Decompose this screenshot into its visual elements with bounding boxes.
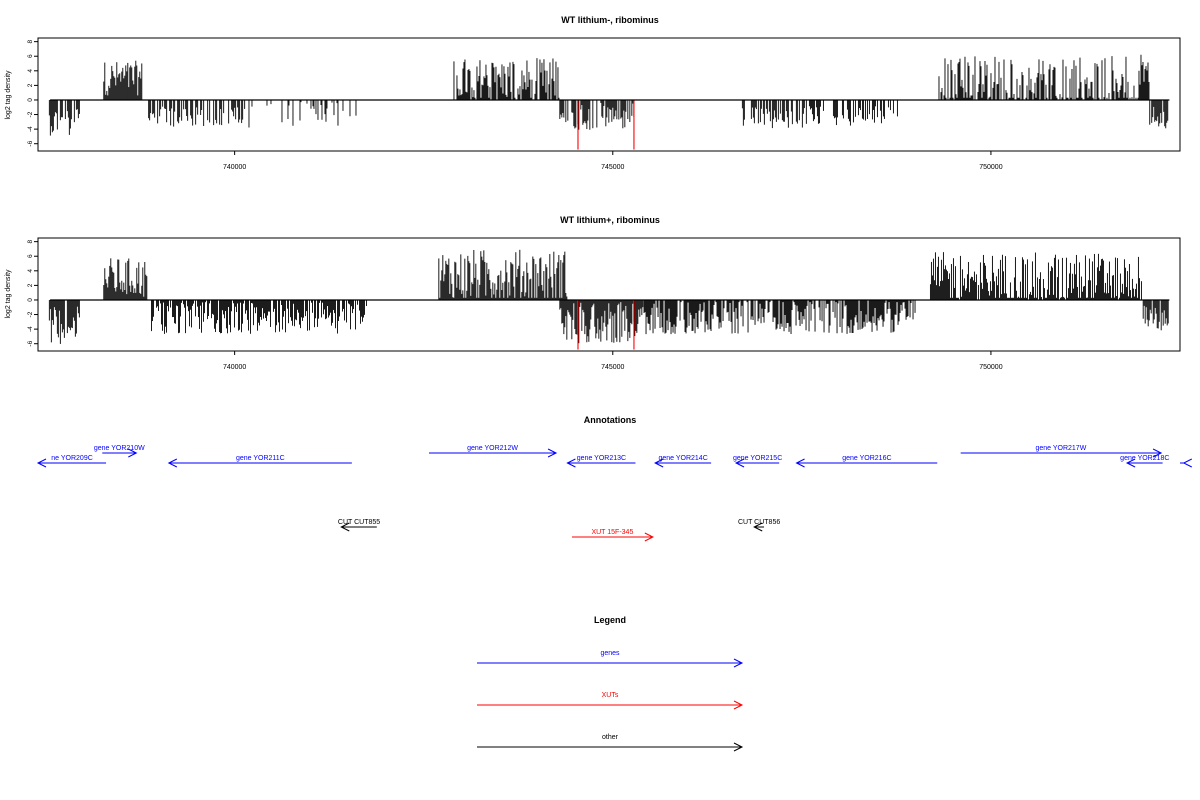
y-tick-label: 8 — [27, 239, 34, 243]
feature-label: gene YOR217W — [1035, 445, 1086, 452]
arrowhead — [566, 458, 576, 468]
track-panel-lithium-minus: WT lithium-, ribominus log2 tag density … — [5, 15, 1181, 171]
legend-item: genes — [477, 650, 744, 668]
arrowhead — [1152, 448, 1163, 458]
legend-item: XUTs — [477, 692, 744, 710]
annotation-feature: ne YOR209C — [36, 455, 107, 468]
feature-label: gene YOR212W — [467, 445, 518, 452]
legend-label: other — [602, 734, 619, 741]
legend-label: genes — [600, 650, 620, 657]
feature-label: gene YOR211C — [236, 455, 285, 462]
legend-title: Legend — [594, 615, 626, 625]
annotations-title: Annotations — [584, 415, 637, 425]
y-tick-label: -4 — [27, 126, 34, 132]
y-tick-label: 6 — [27, 54, 34, 58]
arrowhead — [644, 532, 654, 542]
plot-frame — [37, 237, 1181, 352]
x-tick-label: 740000 — [223, 364, 246, 371]
red-markers — [577, 99, 635, 150]
annotation-feature: gene YOR215C — [733, 455, 782, 468]
y-tick-label: 8 — [27, 39, 34, 43]
y-tick-label: 0 — [27, 98, 34, 102]
feature-label: gene YOR218C — [1120, 455, 1169, 462]
feature-label: gene YOR213C — [577, 455, 626, 462]
y-axis-label: log2 tag density — [5, 269, 12, 319]
y-tick-label: -6 — [27, 140, 34, 146]
x-tick-label: 740000 — [223, 164, 246, 171]
annotation-feature: gene YOR218C — [1120, 455, 1169, 468]
y-axis: 8 6 4 2 0 -2 -4 -6 — [27, 239, 38, 347]
feature-label: CUT CUT855 — [338, 519, 380, 526]
arrowhead — [733, 742, 744, 752]
y-tick-label: 4 — [27, 269, 34, 273]
annotation-feature: gene YOR214C — [654, 455, 712, 468]
y-tick-label: -6 — [27, 340, 34, 346]
legend-item: other — [477, 734, 744, 752]
x-tick-label: 750000 — [979, 164, 1002, 171]
arrowhead — [733, 658, 744, 668]
feature-label: CUT CUT856 — [738, 519, 780, 526]
x-axis: 740000 745000 750000 — [223, 351, 1003, 371]
plot-frame — [37, 37, 1181, 152]
y-axis: 8 6 4 2 0 -2 -4 -6 — [27, 39, 38, 147]
x-tick-label: 745000 — [601, 164, 624, 171]
arrowhead — [167, 458, 178, 468]
feature-label: gene YOR216C — [842, 455, 891, 462]
arrowhead — [795, 458, 805, 468]
legend-section: Legend genes XUTs other — [477, 615, 744, 752]
x-tick-label: 745000 — [601, 364, 624, 371]
annotation-feature: XUT 15F-345 — [571, 529, 654, 542]
track-panel-lithium-plus: WT lithium+, ribominus log2 tag density … — [5, 215, 1181, 371]
annotation-feature: gene YOR216C — [795, 455, 938, 468]
feature-label: ne YOR209C — [51, 455, 93, 462]
panel-title: WT lithium+, ribominus — [560, 215, 660, 225]
annotation-feature: gene YOR211C — [167, 455, 352, 468]
annotation-feature: gene YOR217W — [960, 445, 1163, 458]
arrowhead — [734, 458, 745, 468]
annotation-feature — [1180, 458, 1193, 468]
red-markers — [577, 299, 635, 350]
y-tick-label: -2 — [27, 311, 34, 317]
legend-items: genes XUTs other — [477, 650, 744, 752]
y-tick-label: 2 — [27, 83, 34, 87]
annotation-feature: gene YOR210W — [94, 445, 145, 458]
arrowhead — [128, 448, 138, 458]
annotation-feature: gene YOR213C — [566, 455, 636, 468]
arrowhead — [753, 522, 763, 532]
annotation-feature: CUT CUT855 — [338, 519, 380, 532]
y-tick-label: 6 — [27, 254, 34, 258]
feature-label: XUT 15F-345 — [591, 529, 633, 536]
arrowhead — [547, 448, 558, 458]
arrowhead — [1182, 458, 1193, 468]
feature-label: gene YOR214C — [658, 455, 707, 462]
feature-label: gene YOR215C — [733, 455, 782, 462]
y-axis-label: log2 tag density — [5, 70, 12, 120]
arrowhead — [340, 522, 350, 532]
y-tick-label: 2 — [27, 283, 34, 287]
y-tick-label: 4 — [27, 69, 34, 73]
panel-title: WT lithium-, ribominus — [561, 15, 659, 25]
x-axis: 740000 745000 750000 — [223, 151, 1003, 171]
annotation-feature: gene YOR212W — [429, 445, 558, 458]
annotation-feature: CUT CUT856 — [738, 519, 780, 532]
arrowhead — [733, 700, 744, 710]
signal-bars — [48, 249, 1169, 344]
feature-label: gene YOR210W — [94, 445, 145, 452]
y-tick-label: -2 — [27, 111, 34, 117]
arrowhead — [654, 458, 664, 468]
y-tick-label: 0 — [27, 298, 34, 302]
legend-label: XUTs — [602, 692, 619, 699]
y-tick-label: -4 — [27, 326, 34, 332]
signal-bars — [48, 54, 1169, 136]
x-tick-label: 750000 — [979, 364, 1002, 371]
arrowhead — [36, 458, 47, 468]
arrowhead — [1125, 458, 1136, 468]
